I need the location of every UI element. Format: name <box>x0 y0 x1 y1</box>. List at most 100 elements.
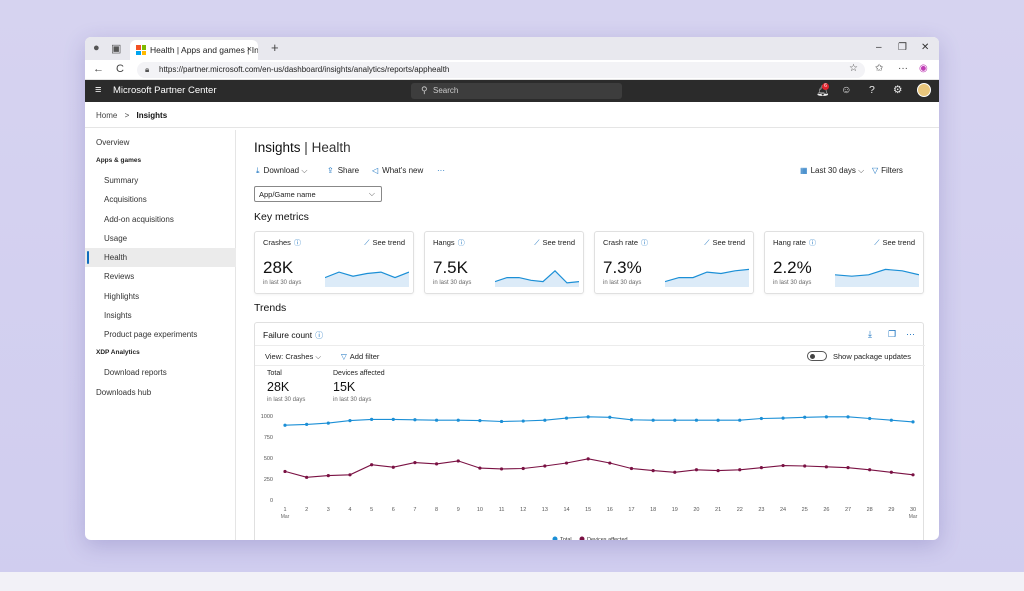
metric-period: in last 30 days <box>603 280 642 286</box>
info-icon[interactable]: ⓘ <box>641 240 649 247</box>
tab-close-icon[interactable]: × <box>246 44 252 54</box>
sidebar-item-insights[interactable]: Insights <box>104 311 132 320</box>
info-icon[interactable]: ⓘ <box>808 240 816 247</box>
data-point-devices-affected <box>911 473 915 477</box>
app-header: ≡ Microsoft Partner Center ⚲ Search 🔔︎ 6… <box>85 80 939 102</box>
info-icon[interactable]: ⓘ <box>293 240 301 247</box>
download-chart-icon[interactable]: ⤓ <box>868 329 872 339</box>
add-filter-button[interactable]: ▽ Add filter <box>341 352 380 361</box>
see-trend-link[interactable]: ⟋ See trend <box>874 238 915 247</box>
url-field[interactable]: 🔒︎ https://partner.microsoft.com/en-us/d… <box>137 62 865 78</box>
x-tick-label: 9 <box>457 507 460 513</box>
breadcrumb-current: Insights <box>136 111 168 120</box>
y-tick-label: 500 <box>264 456 273 462</box>
date-range-picker[interactable]: ▦ Last 30 days ⌵ <box>800 166 865 175</box>
profile-icon[interactable]: ● <box>93 42 100 54</box>
more-actions-button[interactable]: ··· <box>437 166 445 175</box>
view-selector[interactable]: View: Crashes ⌵ <box>265 352 322 361</box>
see-trend-link[interactable]: ⟋ See trend <box>534 238 575 247</box>
package-updates-toggle[interactable] <box>807 351 827 361</box>
legend-label-devices-affected: Devices affected <box>587 537 628 540</box>
favorites-icon[interactable]: ✩ <box>875 63 884 74</box>
x-month-label: Mar <box>281 514 290 520</box>
data-point-devices-affected <box>608 461 612 465</box>
x-tick-label: 8 <box>435 507 438 513</box>
x-tick-label: 15 <box>585 507 591 513</box>
avatar[interactable] <box>917 83 931 97</box>
chevron-down-icon: ⌵ <box>368 189 375 198</box>
info-icon[interactable]: ⓘ <box>457 240 465 247</box>
share-button[interactable]: ⇪ Share <box>327 166 360 175</box>
more-menu-icon[interactable]: ··· <box>898 63 908 74</box>
app-title[interactable]: Microsoft Partner Center <box>113 85 217 96</box>
sidebar-item-health[interactable]: Health <box>85 248 236 267</box>
help-icon[interactable]: ? <box>869 84 875 96</box>
hamburger-menu-icon[interactable]: ≡ <box>95 84 102 96</box>
sparkline <box>495 269 579 287</box>
filters-button[interactable]: ▽ Filters <box>872 166 903 175</box>
data-point-devices-affected <box>824 465 828 469</box>
x-tick-label: 19 <box>672 507 678 513</box>
whats-new-button[interactable]: ◁ What's new <box>372 166 424 175</box>
restore-button[interactable]: ❐ <box>898 42 907 53</box>
sidebar-item-summary[interactable]: Summary <box>104 176 139 185</box>
trend-chart-icon: ⟋ <box>874 238 880 247</box>
metric-value: 7.3% <box>603 258 642 277</box>
url-text: https://partner.microsoft.com/en-us/dash… <box>159 65 450 74</box>
sidebar: Overview Apps & games Summary Acquisitions A… <box>85 130 236 540</box>
legend-marker-total <box>552 536 558 540</box>
data-point-total <box>348 419 352 423</box>
site-info-icon[interactable]: 🔒︎ <box>145 65 150 74</box>
copy-icon[interactable]: ❐ <box>888 329 897 339</box>
metric-period: in last 30 days <box>433 280 472 286</box>
sidebar-item-overview[interactable]: Overview <box>96 138 130 147</box>
refresh-button[interactable]: C <box>116 63 124 75</box>
minimize-button[interactable]: – <box>876 42 882 53</box>
x-tick-label: 12 <box>520 507 526 513</box>
x-tick-label: 7 <box>413 507 416 513</box>
breadcrumb-home[interactable]: Home <box>96 111 118 120</box>
see-trend-link[interactable]: ⟋ See trend <box>364 238 405 247</box>
trend-panel: Failure count ⓘ ⤓ ❐ ··· View: Crashes ⌵ ▽… <box>254 322 925 540</box>
x-tick-label: 4 <box>348 507 351 513</box>
sidebar-item-apps-games[interactable]: Apps & games <box>96 157 142 164</box>
sidebar-item-reviews[interactable]: Reviews <box>104 272 135 281</box>
y-tick-label: 750 <box>264 435 273 441</box>
favorite-star-icon[interactable]: ☆ <box>849 63 858 74</box>
download-button[interactable]: ⤓ Download ⌵ <box>256 166 308 175</box>
sidebar-item-product-page-experiments[interactable]: Product page experiments <box>104 330 198 339</box>
x-tick-label: 3 <box>327 507 330 513</box>
data-point-total <box>608 415 612 419</box>
y-tick-label: 1000 <box>261 414 273 420</box>
sidebar-item-add-on-acquisitions[interactable]: Add-on acquisitions <box>104 215 174 224</box>
divider <box>255 345 925 346</box>
sidebar-item-xdp-analytics[interactable]: XDP Analytics <box>96 349 140 356</box>
share-icon: ⇪ <box>327 166 334 175</box>
sidebar-item-downloads-hub[interactable]: Downloads hub <box>96 388 152 397</box>
x-tick-label: 27 <box>845 507 851 513</box>
data-point-total <box>305 422 309 426</box>
search-box[interactable]: ⚲ Search <box>411 83 622 99</box>
back-button[interactable]: ← <box>93 63 104 75</box>
data-point-devices-affected <box>413 461 417 465</box>
info-icon[interactable]: ⓘ <box>315 331 324 340</box>
x-tick-label: 22 <box>737 507 743 513</box>
data-point-total <box>846 415 850 419</box>
sidebar-item-highlights[interactable]: Highlights <box>104 292 140 301</box>
data-point-total <box>326 421 330 425</box>
data-point-devices-affected <box>370 463 374 467</box>
new-tab-button[interactable]: + <box>271 40 279 55</box>
sidebar-item-acquisitions[interactable]: Acquisitions <box>104 195 147 204</box>
feedback-smiley-icon[interactable]: ☺ <box>841 84 852 96</box>
see-trend-link[interactable]: ⟋ See trend <box>704 238 745 247</box>
copilot-icon[interactable]: ◉ <box>919 63 928 74</box>
sidebar-item-usage[interactable]: Usage <box>104 234 128 243</box>
settings-gear-icon[interactable]: ⚙ <box>893 84 903 96</box>
tab-actions-icon[interactable]: ▣ <box>111 43 122 55</box>
sidebar-item-download-reports[interactable]: Download reports <box>104 368 167 377</box>
more-options-icon[interactable]: ··· <box>906 329 915 339</box>
browser-tab[interactable]: Health | Apps and games | Insights × <box>130 40 258 60</box>
close-window-button[interactable]: ✕ <box>921 42 930 53</box>
app-select-dropdown[interactable]: App/Game name ⌵ <box>254 186 382 202</box>
sparkline-area <box>835 269 919 287</box>
